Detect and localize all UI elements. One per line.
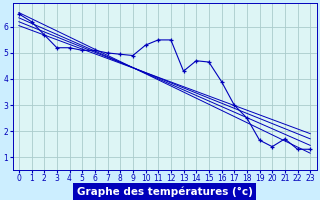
- X-axis label: Graphe des températures (°c): Graphe des températures (°c): [76, 186, 252, 197]
